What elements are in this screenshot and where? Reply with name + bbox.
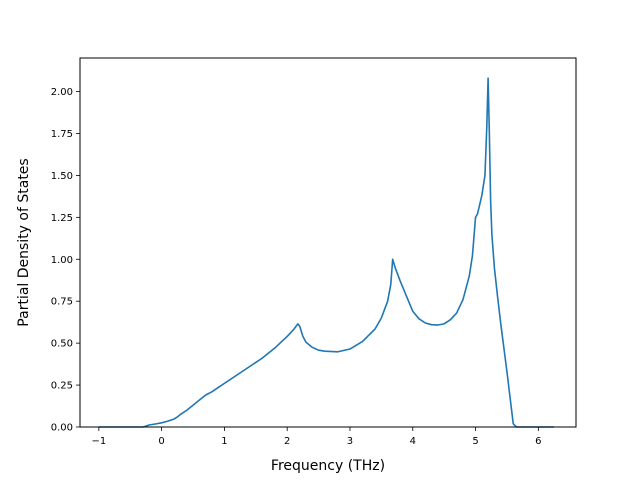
- y-tick-label: 1.50: [51, 171, 73, 182]
- y-tick-label: 1.75: [51, 129, 73, 140]
- x-tick-label: 4: [410, 436, 416, 447]
- x-tick-label: 0: [158, 436, 164, 447]
- y-axis: 0.00 0.25 0.50 0.75 1.00 1.25 1.50 1.75 2.00: [51, 87, 80, 434]
- y-tick-label: 1.00: [51, 255, 73, 266]
- x-axis-label: Frequency (THz): [271, 458, 385, 474]
- axes-frame: [79, 57, 577, 428]
- y-tick-label: 0.25: [51, 381, 73, 392]
- x-tick-label: −1: [91, 436, 106, 447]
- x-tick-label: 1: [221, 436, 227, 447]
- x-axis: −1 0 1 2 3 4 5 6: [91, 427, 542, 447]
- series-line: [98, 77, 555, 428]
- y-axis-label: Partial Density of States: [16, 158, 32, 326]
- x-tick-label: 3: [347, 436, 353, 447]
- y-tick-label: 2.00: [51, 87, 73, 98]
- x-tick-label: 5: [472, 436, 478, 447]
- x-tick-label: 2: [284, 436, 290, 447]
- y-tick-label: 1.25: [51, 213, 73, 224]
- y-tick-label: 0.00: [51, 423, 73, 434]
- plot-area: [98, 77, 555, 428]
- y-tick-label: 0.75: [51, 297, 73, 308]
- y-tick-label: 0.50: [51, 339, 73, 350]
- x-tick-label: 6: [535, 436, 541, 447]
